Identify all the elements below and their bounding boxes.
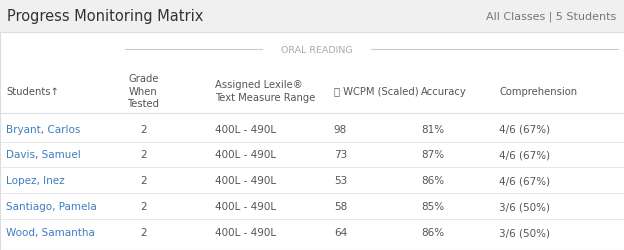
Text: Progress Monitoring Matrix: Progress Monitoring Matrix bbox=[7, 9, 204, 24]
Text: 400L - 490L: 400L - 490L bbox=[215, 202, 276, 211]
Text: Accuracy: Accuracy bbox=[421, 86, 467, 96]
Text: 85%: 85% bbox=[421, 202, 444, 211]
Text: 2: 2 bbox=[140, 227, 147, 237]
Text: ORAL READING: ORAL READING bbox=[281, 46, 353, 54]
Text: Students↑: Students↑ bbox=[6, 86, 59, 96]
Text: 400L - 490L: 400L - 490L bbox=[215, 227, 276, 237]
Text: Wood, Samantha: Wood, Samantha bbox=[6, 227, 95, 237]
Text: 73: 73 bbox=[334, 150, 347, 160]
Text: Bryant, Carlos: Bryant, Carlos bbox=[6, 124, 80, 134]
Text: 400L - 490L: 400L - 490L bbox=[215, 176, 276, 186]
Text: 3/6 (50%): 3/6 (50%) bbox=[499, 227, 550, 237]
Text: 81%: 81% bbox=[421, 124, 444, 134]
Text: 400L - 490L: 400L - 490L bbox=[215, 124, 276, 134]
Text: Santiago, Pamela: Santiago, Pamela bbox=[6, 202, 97, 211]
Text: 3/6 (50%): 3/6 (50%) bbox=[499, 202, 550, 211]
FancyBboxPatch shape bbox=[0, 32, 624, 250]
Text: Assigned Lexile®
Text Measure Range: Assigned Lexile® Text Measure Range bbox=[215, 80, 316, 102]
Text: 98: 98 bbox=[334, 124, 347, 134]
Text: 53: 53 bbox=[334, 176, 347, 186]
Text: 4/6 (67%): 4/6 (67%) bbox=[499, 176, 550, 186]
Text: 87%: 87% bbox=[421, 150, 444, 160]
Text: 2: 2 bbox=[140, 202, 147, 211]
FancyBboxPatch shape bbox=[0, 0, 624, 32]
Text: 86%: 86% bbox=[421, 176, 444, 186]
Text: 2: 2 bbox=[140, 150, 147, 160]
Text: 2: 2 bbox=[140, 176, 147, 186]
Text: 2: 2 bbox=[140, 124, 147, 134]
Text: 4/6 (67%): 4/6 (67%) bbox=[499, 150, 550, 160]
Text: 4/6 (67%): 4/6 (67%) bbox=[499, 124, 550, 134]
Text: ⓘ WCPM (Scaled): ⓘ WCPM (Scaled) bbox=[334, 86, 419, 96]
Text: 64: 64 bbox=[334, 227, 347, 237]
Text: Lopez, Inez: Lopez, Inez bbox=[6, 176, 65, 186]
Text: 86%: 86% bbox=[421, 227, 444, 237]
Text: All Classes | 5 Students: All Classes | 5 Students bbox=[486, 11, 617, 22]
Text: 400L - 490L: 400L - 490L bbox=[215, 150, 276, 160]
Text: Comprehension: Comprehension bbox=[499, 86, 577, 96]
Text: Grade
When
Tested: Grade When Tested bbox=[127, 74, 160, 108]
Text: 58: 58 bbox=[334, 202, 347, 211]
Text: Davis, Samuel: Davis, Samuel bbox=[6, 150, 81, 160]
